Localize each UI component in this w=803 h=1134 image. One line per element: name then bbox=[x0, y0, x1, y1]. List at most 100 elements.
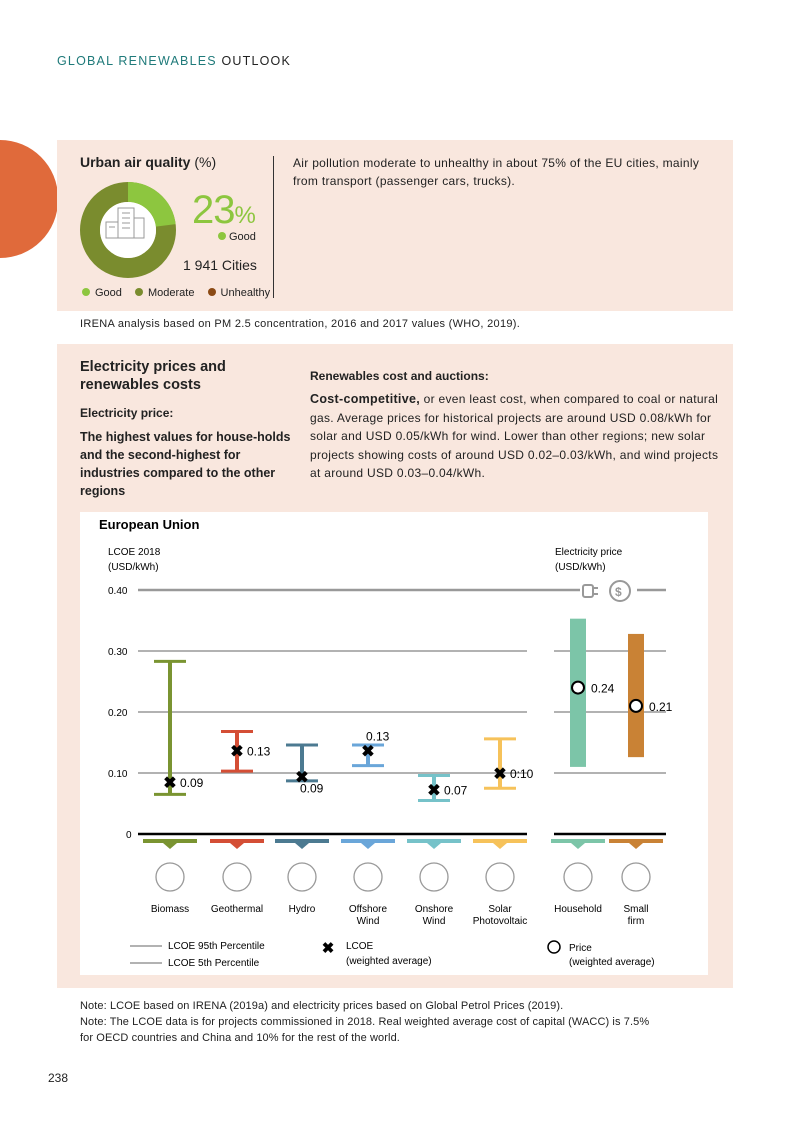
legend-price-marker bbox=[547, 940, 561, 954]
category-pointer bbox=[493, 843, 507, 849]
note-line: Note: The LCOE data is for projects comm… bbox=[80, 1016, 650, 1028]
air-source: IRENA analysis based on PM 2.5 concentra… bbox=[80, 318, 521, 330]
category-pointer bbox=[361, 843, 375, 849]
legend-lcoe-label: LCOE bbox=[346, 941, 374, 952]
small-firm-icon bbox=[621, 862, 651, 892]
prices-highlight: The highest values for house-holds and t… bbox=[80, 430, 291, 498]
price-marker bbox=[571, 680, 585, 695]
category-label: Offshore bbox=[349, 904, 388, 915]
divider bbox=[273, 156, 274, 298]
y-label-left-1: LCOE 2018 bbox=[108, 547, 161, 558]
category-label: Onshore bbox=[415, 904, 454, 915]
y-label-right-2: (USD/kWh) bbox=[555, 562, 606, 573]
plug-dollar-icon: $ bbox=[582, 580, 631, 602]
lcoe-marker: ✖ bbox=[361, 743, 374, 760]
category-label: Wind bbox=[423, 916, 446, 927]
good-percentage: 23% bbox=[192, 188, 256, 232]
legend-lcoe-marker: ✖ bbox=[322, 940, 335, 957]
legend-unhealthy: Unhealthy bbox=[207, 287, 276, 299]
prices-title: Electricity prices and renewables costs bbox=[80, 359, 226, 393]
note-line: Note: LCOE based on IRENA (2019a) and el… bbox=[80, 1000, 564, 1012]
category-label: Solar bbox=[488, 904, 512, 915]
category-label: Geothermal bbox=[211, 904, 263, 915]
price-marker bbox=[629, 698, 643, 713]
category-pointer bbox=[295, 843, 309, 849]
household-icon-shape bbox=[563, 862, 593, 892]
y-tick-label: 0.40 bbox=[108, 586, 128, 597]
y-tick-label: 0 bbox=[126, 830, 132, 841]
category-bar bbox=[341, 839, 395, 843]
running-header: GLOBAL RENEWABLES OUTLOOK bbox=[57, 54, 292, 68]
category-bar bbox=[275, 839, 329, 843]
hydro-icon-shape bbox=[287, 862, 317, 892]
category-pointer bbox=[571, 843, 585, 849]
onshore-wind-icon bbox=[419, 862, 449, 892]
lcoe-marker: ✖ bbox=[427, 782, 440, 799]
biomass-icon-shape bbox=[155, 862, 185, 892]
category-bar bbox=[407, 839, 461, 843]
category-bar bbox=[143, 839, 197, 843]
category-label: Biomass bbox=[151, 904, 189, 915]
geothermal-icon-shape bbox=[222, 862, 252, 892]
small-firm-icon-shape bbox=[621, 862, 651, 892]
city-count: 1 941 Cities bbox=[183, 257, 257, 273]
y-tick-label: 0.30 bbox=[108, 647, 128, 658]
notes: Note: LCOE based on IRENA (2019a) and el… bbox=[80, 998, 740, 1046]
household-icon bbox=[563, 862, 593, 892]
svg-text:$: $ bbox=[615, 585, 622, 599]
y-label-left-2: (USD/kWh) bbox=[108, 562, 159, 573]
prices-subtitle: Electricity price: bbox=[80, 406, 174, 420]
category-bar bbox=[210, 839, 264, 843]
lcoe-value-label: 0.13 bbox=[247, 744, 271, 758]
price-value-label: 0.21 bbox=[649, 700, 673, 714]
price-value-label: 0.24 bbox=[591, 682, 615, 696]
category-label: firm bbox=[628, 916, 645, 927]
category-pointer bbox=[629, 843, 643, 849]
note-line: for OECD countries and China and 10% for… bbox=[80, 1032, 400, 1044]
air-quality-title: Urban air quality (%) bbox=[80, 154, 217, 170]
offshore-wind-icon-shape bbox=[353, 862, 383, 892]
lcoe-marker: ✖ bbox=[295, 770, 308, 787]
category-label: Wind bbox=[357, 916, 380, 927]
hydro-icon bbox=[287, 862, 317, 892]
category-bar bbox=[473, 839, 527, 843]
category-bar bbox=[609, 839, 663, 843]
category-label: Household bbox=[554, 904, 602, 915]
good-label: Good bbox=[218, 231, 268, 243]
decorative-circle bbox=[0, 140, 58, 258]
solar-photovoltaic-icon bbox=[485, 862, 515, 892]
air-legend: Good Moderate Unhealthy bbox=[82, 287, 272, 299]
auctions-text: Cost-competitive, or even least cost, wh… bbox=[310, 392, 719, 480]
donut-hole bbox=[100, 202, 156, 258]
category-bar bbox=[551, 839, 605, 843]
category-pointer bbox=[163, 843, 177, 849]
lcoe-marker: ✖ bbox=[163, 775, 176, 792]
geothermal-icon bbox=[222, 862, 252, 892]
legend-moderate: Moderate bbox=[134, 287, 199, 299]
lcoe-chart: European Union LCOE 2018 (USD/kWh) Elect… bbox=[99, 517, 673, 969]
lcoe-marker: ✖ bbox=[493, 766, 506, 783]
category-label: Photovoltaic bbox=[473, 916, 527, 927]
y-tick-label: 0.20 bbox=[108, 708, 128, 719]
donut-good bbox=[80, 182, 176, 278]
category-pointer bbox=[427, 843, 441, 849]
air-description: Air pollution moderate to unhealthy in a… bbox=[293, 156, 700, 188]
category-pointer bbox=[230, 843, 244, 849]
legend-good: Good bbox=[82, 287, 127, 299]
legend-p95-label: LCOE 95th Percentile bbox=[168, 941, 265, 952]
legend-p5-label: LCOE 5th Percentile bbox=[168, 958, 260, 969]
onshore-wind-icon-shape bbox=[419, 862, 449, 892]
lcoe-value-label: 0.09 bbox=[180, 776, 204, 790]
lcoe-value-label: 0.09 bbox=[300, 782, 324, 796]
lcoe-marker: ✖ bbox=[230, 743, 243, 760]
legend-price-sublabel: (weighted average) bbox=[569, 957, 655, 968]
lcoe-value-label: 0.13 bbox=[366, 729, 390, 743]
lcoe-value-label: 0.07 bbox=[444, 783, 468, 797]
chart-title: European Union bbox=[99, 517, 199, 532]
auctions-title: Renewables cost and auctions: bbox=[310, 369, 489, 383]
legend-price-label: Price bbox=[569, 943, 592, 954]
chart-container: European Union LCOE 2018 (USD/kWh) Elect… bbox=[80, 512, 708, 975]
air-quality-donut bbox=[80, 182, 176, 278]
solar-photovoltaic-icon-shape bbox=[485, 862, 515, 892]
category-label: Small bbox=[623, 904, 648, 915]
